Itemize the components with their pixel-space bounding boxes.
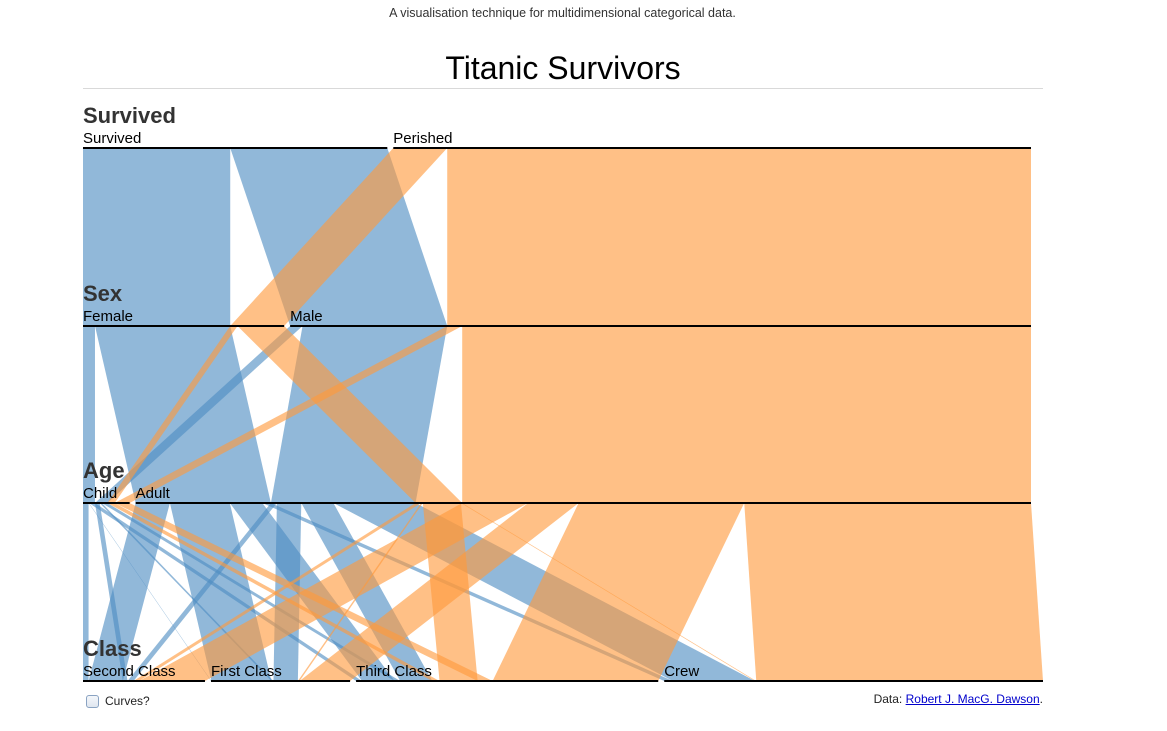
category-bar-perished[interactable] [393,147,1031,149]
ribbon-survived-female-adult-second-class[interactable] [88,503,170,681]
ribbon-survived-female-child-first-class[interactable] [88,503,212,681]
ribbon-layer[interactable] [83,148,1043,681]
category-label-child[interactable]: Child [83,485,117,502]
curves-label: Curves? [105,694,150,708]
category-label-crew[interactable]: Crew [664,663,699,680]
ribbon-perished-female-child-third-class[interactable] [107,503,440,681]
dimension-title-survived[interactable]: Survived [83,103,176,128]
dimension-title-class[interactable]: Class [83,636,142,661]
ribbon-perished-male[interactable] [447,148,1031,326]
ribbon-survived-female-child[interactable] [83,326,95,503]
title-divider [83,88,1043,89]
category-bar-first-class[interactable] [210,680,351,682]
curves-checkbox[interactable] [86,694,99,708]
category-label-perished[interactable]: Perished [393,130,452,147]
ribbon-survived-female[interactable] [83,148,231,326]
category-label-second-class[interactable]: Second Class [83,663,176,680]
dimension-title-sex[interactable]: Sex [83,281,123,306]
ribbon-perished-male-child[interactable] [114,326,463,503]
category-bar-crew[interactable] [664,680,1043,682]
ribbon-survived-male-child-second-class[interactable] [94,503,128,681]
category-label-survived[interactable]: Survived [83,130,141,147]
axis-layer: Survived Survived Perished Sex Female Male Age… [83,103,1043,682]
dimension-title-age[interactable]: Age [83,458,125,483]
category-label-male[interactable]: Male [290,308,323,325]
data-credit-suffix: . [1039,692,1043,706]
curves-toggle[interactable]: Curves? [86,694,150,708]
category-bar-female[interactable] [83,325,285,327]
parallel-sets-chart[interactable]: Survived Survived Perished Sex Female Male Age… [0,0,1167,690]
ribbon-perished-male-adult-crew[interactable] [744,503,1043,681]
page-title: Titanic Survivors [445,50,681,86]
ribbon-perished-female[interactable] [230,148,448,326]
category-label-female[interactable]: Female [83,308,133,325]
category-label-first-class[interactable]: First Class [211,663,282,680]
ribbon-perished-female-adult[interactable] [237,326,463,503]
category-bar-child[interactable] [83,502,130,504]
ribbon-perished-male-adult-second-class[interactable] [139,503,529,681]
ribbon-survived-male-adult-second-class[interactable] [127,503,277,681]
category-label-adult[interactable]: Adult [136,485,171,502]
ribbon-survived-female-child-second-class[interactable] [83,503,89,681]
ribbon-perished-male-adult[interactable] [462,326,1031,503]
category-bar-second-class[interactable] [83,680,205,682]
category-label-third-class[interactable]: Third Class [356,663,432,680]
page-subtitle: A visualisation technique for multidimen… [389,6,736,20]
ribbon-perished-male-adult-third-class[interactable] [492,503,745,681]
ribbon-perished-female-child[interactable] [107,326,238,503]
category-bar-male[interactable] [290,325,1031,327]
category-bar-adult[interactable] [135,502,1031,504]
ribbon-perished-male-adult-first-class[interactable] [299,503,579,681]
data-credit-prefix: Data: [873,692,903,706]
ribbon-survived-male-child-third-class[interactable] [101,503,401,681]
data-credit: Data: Robert J. MacG. Dawson. [874,692,1043,706]
category-bar-survived[interactable] [83,147,388,149]
data-source-link[interactable]: Robert J. MacG. Dawson [905,692,1040,706]
category-bar-third-class[interactable] [356,680,659,682]
ribbon-perished-female-adult-second-class[interactable] [133,503,422,681]
ribbon-survived-male-child[interactable] [94,326,303,503]
